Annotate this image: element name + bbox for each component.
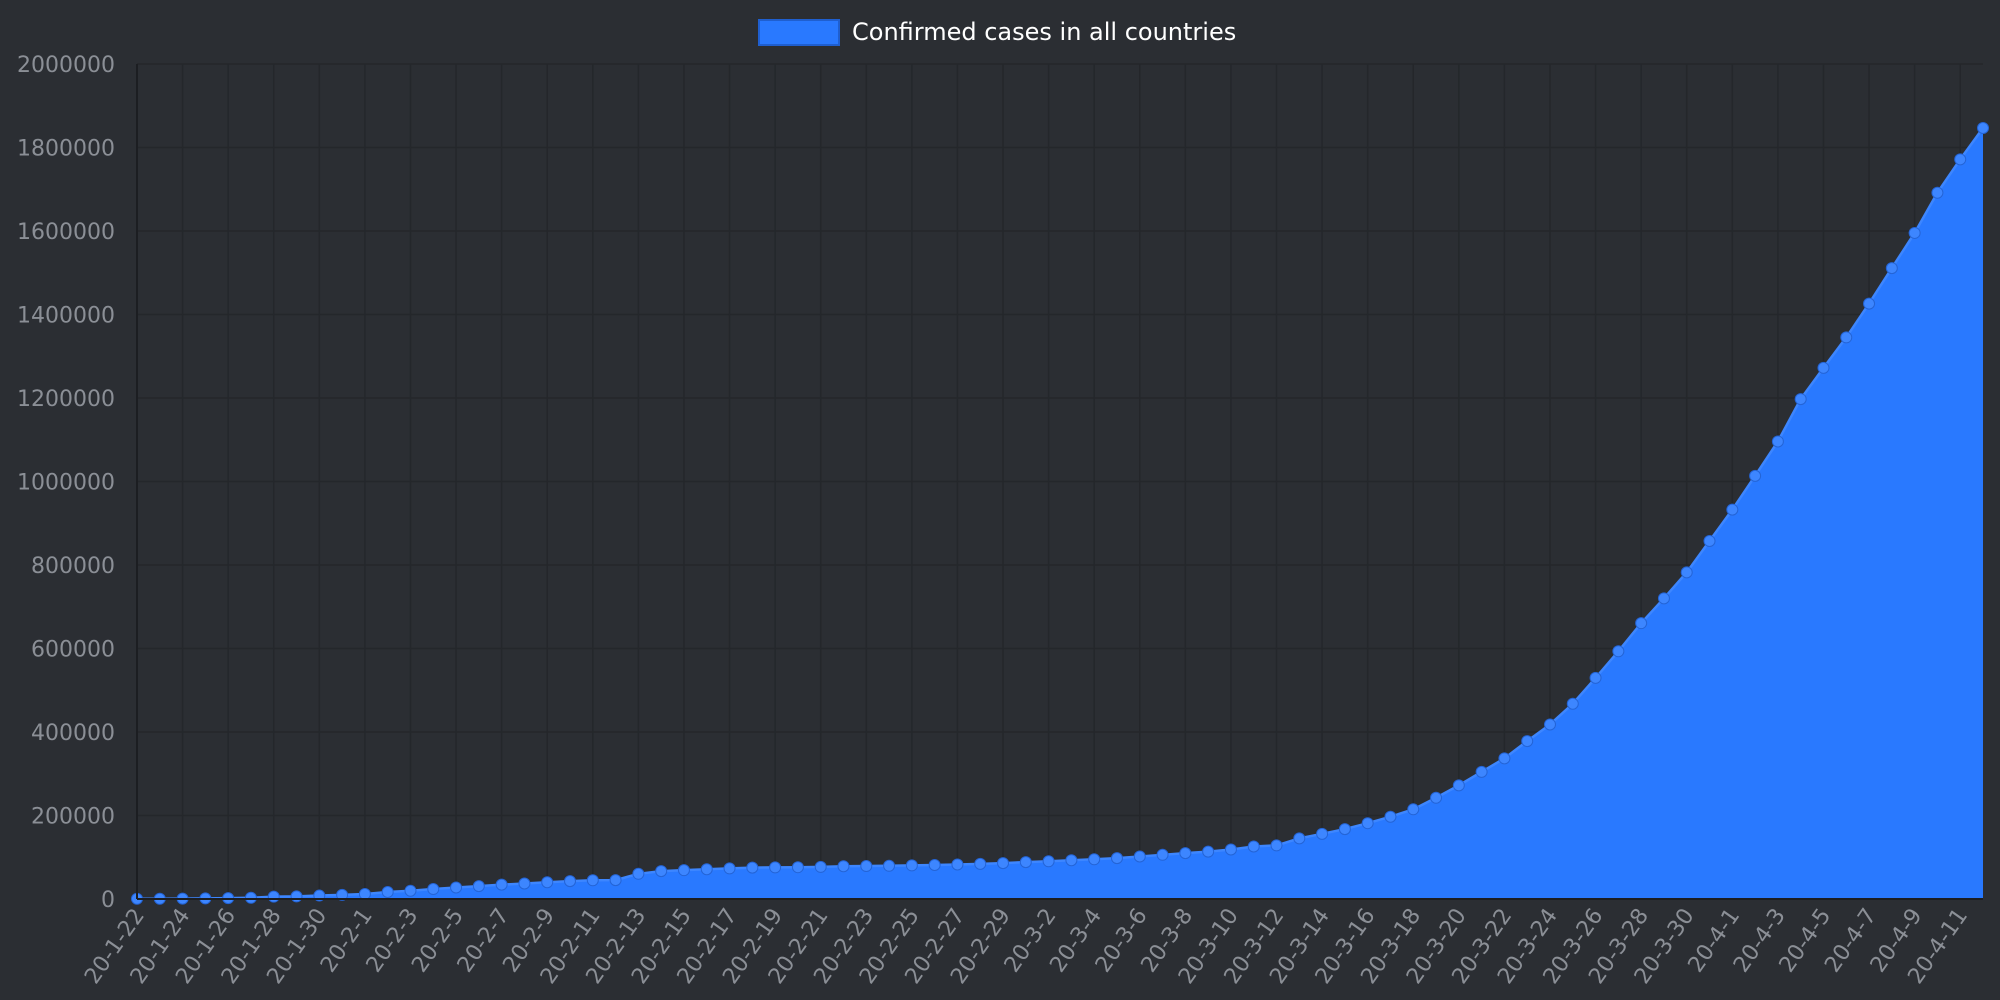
y-tick-label: 1000000: [17, 471, 115, 496]
data-point: [1316, 827, 1329, 840]
y-tick-label: 600000: [31, 638, 115, 663]
data-point: [1680, 566, 1693, 579]
data-point: [1338, 823, 1351, 836]
y-tick-label: 200000: [31, 805, 115, 830]
y-tick-label: 1200000: [17, 387, 115, 412]
y-tick-label: 0: [101, 888, 115, 913]
data-point: [1179, 847, 1192, 860]
data-point: [472, 880, 485, 893]
data-point: [1908, 226, 1921, 239]
data-point: [427, 883, 440, 896]
legend-label[interactable]: Confirmed cases in all countries: [852, 18, 1236, 46]
data-point: [632, 867, 645, 880]
data-point: [1133, 850, 1146, 863]
data-point: [381, 885, 394, 898]
data-point: [1224, 843, 1237, 856]
data-point: [1042, 855, 1055, 868]
area-layer: [136, 127, 1985, 901]
data-point: [450, 881, 463, 894]
series-line: [136, 127, 1985, 901]
data-point: [974, 857, 987, 870]
data-point: [1885, 262, 1898, 275]
data-point: [609, 874, 622, 887]
data-point: [1407, 803, 1420, 816]
data-point: [1293, 832, 1306, 845]
data-point: [1156, 848, 1169, 861]
data-point: [928, 859, 941, 872]
data-point: [1954, 153, 1967, 166]
data-points: [131, 122, 1989, 905]
data-point: [1088, 853, 1101, 866]
y-tick-label: 2000000: [17, 53, 115, 78]
data-point: [1612, 645, 1625, 658]
legend-swatch[interactable]: [758, 19, 840, 46]
data-point: [336, 888, 349, 901]
data-point: [997, 857, 1010, 870]
data-point: [1270, 839, 1283, 852]
data-point: [586, 874, 599, 887]
data-point: [1247, 840, 1260, 853]
data-point: [1498, 752, 1511, 765]
y-tick-label: 400000: [31, 721, 115, 746]
data-point: [1726, 503, 1739, 516]
data-point: [358, 887, 371, 900]
data-point: [746, 861, 759, 874]
data-point: [860, 860, 873, 873]
data-point: [1863, 297, 1876, 310]
data-point: [541, 876, 554, 889]
data-point: [1521, 735, 1534, 748]
data-point: [1703, 535, 1716, 547]
data-point: [1110, 852, 1123, 865]
data-point: [1543, 718, 1556, 731]
data-point: [700, 863, 713, 876]
data-point: [1817, 361, 1830, 374]
data-point: [837, 860, 850, 873]
data-point: [723, 862, 736, 875]
y-tick-label: 1800000: [17, 137, 115, 162]
data-point: [814, 860, 827, 873]
data-point: [1430, 791, 1443, 804]
data-point: [1589, 671, 1602, 684]
data-point: [905, 859, 918, 872]
data-point: [404, 884, 417, 897]
y-axis-ticks: 0 200000 400000 600000 800000 1000000 1200000 1…: [17, 53, 115, 913]
data-point: [1452, 779, 1465, 792]
x-axis-ticks: 20-1-2220-1-2420-1-2620-1-2820-1-3020-2-…: [80, 904, 1973, 989]
data-point: [1794, 393, 1807, 406]
data-point: [677, 864, 690, 877]
data-point: [244, 891, 257, 904]
data-point: [1749, 469, 1762, 482]
data-point: [1840, 331, 1853, 344]
data-point: [883, 859, 896, 872]
data-point: [267, 890, 280, 903]
data-point: [1566, 697, 1579, 710]
legend[interactable]: Confirmed cases in all countries: [758, 18, 1236, 46]
data-point: [1475, 765, 1488, 778]
y-tick-label: 1400000: [17, 304, 115, 329]
data-point: [1065, 854, 1078, 867]
data-point: [495, 878, 508, 891]
axes: [136, 64, 1983, 900]
data-point: [769, 861, 782, 874]
data-point: [655, 865, 668, 878]
data-point: [1361, 817, 1374, 830]
y-tick-label: 1600000: [17, 220, 115, 245]
data-point: [1384, 810, 1397, 823]
data-point: [290, 890, 303, 903]
data-point: [951, 858, 964, 871]
data-point: [1771, 435, 1784, 448]
data-point: [1977, 122, 1989, 135]
data-point: [1202, 845, 1215, 858]
data-point: [1635, 617, 1648, 630]
data-point: [1657, 592, 1670, 605]
series-area: [137, 128, 1983, 899]
data-point: [1931, 186, 1944, 199]
data-point: [518, 877, 531, 890]
data-point: [564, 875, 577, 888]
data-point: [1019, 856, 1032, 869]
y-tick-label: 800000: [31, 554, 115, 579]
data-point: [791, 861, 804, 874]
